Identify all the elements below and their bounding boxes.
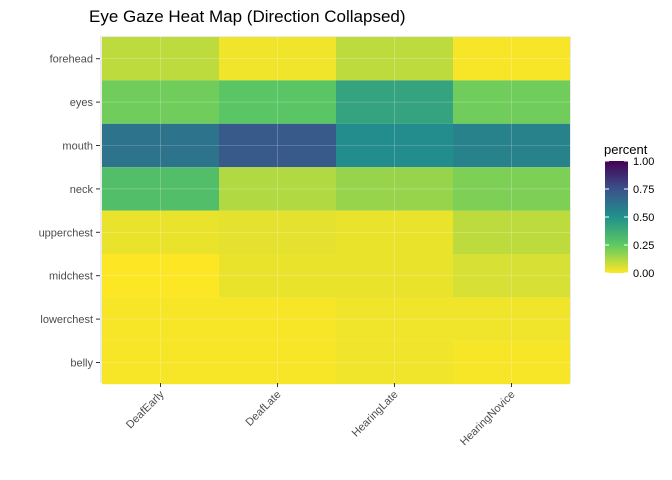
heatmap-cell-mouth-DeafLate xyxy=(219,123,336,168)
y-tick-label-upperchest: upperchest xyxy=(39,227,93,239)
heatmap-cell-forehead-HearingLate xyxy=(336,37,453,81)
heatmap-cell-belly-DeafLate xyxy=(219,340,336,385)
legend-tick-label: 0.00 xyxy=(633,268,654,280)
heatmap-cell-mouth-HearingLate xyxy=(336,123,453,168)
y-tick-label-lowerchest: lowerchest xyxy=(40,314,93,326)
x-tick-label-DeafLate: DeafLate xyxy=(244,389,284,429)
heatmap-cell-eyes-HearingLate xyxy=(336,80,453,124)
y-tick-label-belly: belly xyxy=(70,358,93,370)
heatmap-cell-midchest-HearingNovice xyxy=(453,254,570,298)
heatmap-cell-midchest-HearingLate xyxy=(336,254,453,298)
legend-tick-label: 0.75 xyxy=(633,184,654,196)
heatmap-cell-lowerchest-HearingLate xyxy=(336,297,453,341)
heatmap-cell-forehead-HearingNovice xyxy=(453,37,570,81)
y-tick-label-forehead: forehead xyxy=(50,54,93,66)
heatmap-cell-belly-DeafEarly xyxy=(102,340,219,385)
x-tick-label-HearingNovice: HearingNovice xyxy=(458,389,518,449)
color-legend: percent 0.00 0.25 0.50 0.75 1.00 xyxy=(604,142,654,280)
heatmap-cell-midchest-DeafEarly xyxy=(102,254,219,298)
heatmap-cell-neck-DeafEarly xyxy=(102,167,219,211)
heatmap-cell-mouth-DeafEarly xyxy=(102,123,219,168)
legend-colorbar xyxy=(605,161,628,273)
heatmap-cell-lowerchest-DeafLate xyxy=(219,297,336,341)
heatmap-cell-mouth-HearingNovice xyxy=(453,123,570,168)
heatmap-cell-eyes-DeafEarly xyxy=(102,80,219,124)
grid-lines xyxy=(100,36,571,383)
legend-tick-label: 0.25 xyxy=(633,240,654,252)
y-tick-label-neck: neck xyxy=(70,184,94,196)
heatmap-cell-belly-HearingLate xyxy=(336,340,453,385)
heatmap-cell-lowerchest-HearingNovice xyxy=(453,297,570,341)
heatmap-cell-upperchest-HearingNovice xyxy=(453,210,570,254)
y-tick-label-eyes: eyes xyxy=(70,97,94,109)
heatmap-cell-upperchest-DeafLate xyxy=(219,210,336,254)
heatmap-cell-neck-DeafLate xyxy=(219,167,336,211)
legend-tick-label: 0.50 xyxy=(633,212,654,224)
heatmap-cell-upperchest-HearingLate xyxy=(336,210,453,254)
heatmap-cell-neck-HearingLate xyxy=(336,167,453,211)
heatmap-cell-eyes-HearingNovice xyxy=(453,80,570,124)
heatmap-cell-forehead-DeafEarly xyxy=(102,37,219,81)
legend-tick-label: 1.00 xyxy=(633,156,654,168)
x-tick-label-HearingLate: HearingLate xyxy=(350,389,401,440)
x-axis: DeafEarly DeafLate HearingLate HearingNovic… xyxy=(124,383,518,448)
heatmap-cell-belly-HearingNovice xyxy=(453,340,570,385)
heatmap-cells xyxy=(102,37,570,385)
y-tick-label-midchest: midchest xyxy=(49,271,93,283)
heatmap-cell-forehead-DeafLate xyxy=(219,37,336,81)
heatmap-cell-midchest-DeafLate xyxy=(219,254,336,298)
chart-title: Eye Gaze Heat Map (Direction Collapsed) xyxy=(89,7,406,26)
y-axis: forehead eyes mouth neck upperchest midchest l… xyxy=(39,54,100,370)
y-tick-label-mouth: mouth xyxy=(62,141,93,153)
heatmap-cell-eyes-DeafLate xyxy=(219,80,336,124)
x-tick-label-DeafEarly: DeafEarly xyxy=(124,388,167,431)
heatmap-cell-upperchest-DeafEarly xyxy=(102,210,219,254)
heatmap-cell-lowerchest-DeafEarly xyxy=(102,297,219,341)
heatmap-cell-neck-HearingNovice xyxy=(453,167,570,211)
legend-title: percent xyxy=(604,142,648,157)
